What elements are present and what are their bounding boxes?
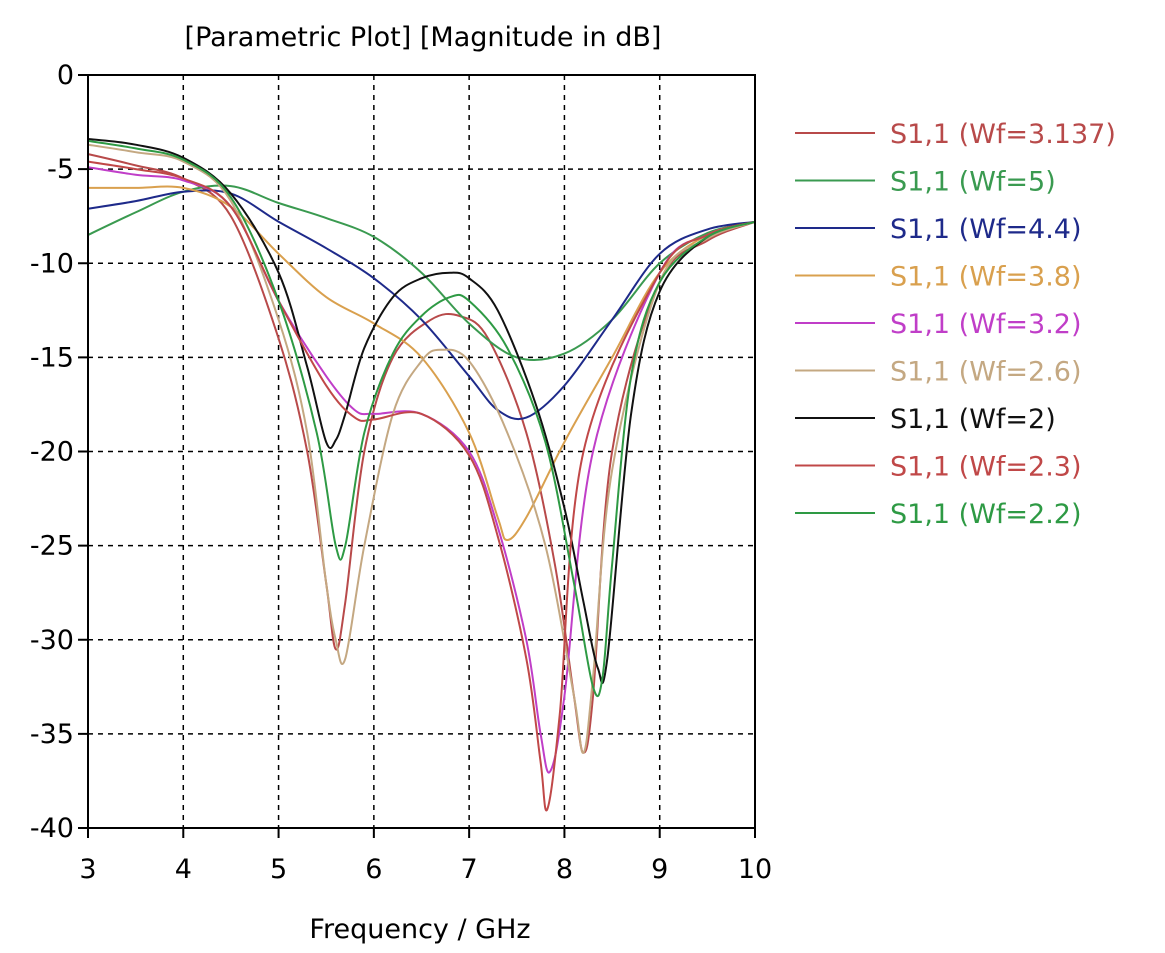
x-tick-label: 4 — [175, 854, 192, 885]
series-line-7 — [87, 138, 756, 685]
y-tick-label: -20 — [30, 437, 74, 468]
series-line-2 — [87, 184, 756, 362]
series-line-1 — [87, 153, 756, 754]
y-tick-label: -30 — [30, 625, 74, 656]
y-tick-label: -5 — [47, 154, 74, 185]
x-tick-label: 6 — [365, 854, 382, 885]
x-tick-label: 10 — [738, 854, 772, 885]
axis-ticks: 3 4 5 6 7 8 9 10 0 -5 -10 -15 -20 -25 -30 -35 -40 — [30, 60, 772, 885]
y-tick-label: -15 — [30, 342, 74, 373]
y-tick-label: -10 — [30, 248, 74, 279]
legend-label: S1,1 (Wf=4.4) — [890, 214, 1082, 245]
x-tick-label: 9 — [651, 854, 668, 885]
legend-label: S1,1 (Wf=3.2) — [890, 309, 1082, 340]
x-tick-label: 8 — [556, 854, 573, 885]
legend-label: S1,1 (Wf=2) — [890, 404, 1056, 435]
series-line-9 — [87, 139, 756, 698]
x-tick-label: 7 — [461, 854, 478, 885]
legend-label: S1,1 (Wf=3.8) — [890, 262, 1082, 293]
x-tick-label: 3 — [79, 854, 96, 885]
x-tick-label: 5 — [270, 854, 287, 885]
legend-label: S1,1 (Wf=2.6) — [890, 357, 1082, 388]
y-tick-label: -25 — [30, 531, 74, 562]
series-lines — [87, 138, 756, 812]
legend-label: S1,1 (Wf=5) — [890, 167, 1056, 198]
chart-title: [Parametric Plot] [Magnitude in dB] — [185, 22, 662, 53]
y-tick-label: -35 — [30, 719, 74, 750]
series-line-4 — [88, 185, 756, 541]
series-line-8 — [87, 160, 756, 812]
legend-label: S1,1 (Wf=2.2) — [890, 499, 1082, 530]
x-axis-label: Frequency / GHz — [309, 914, 530, 945]
legend: S1,1 (Wf=3.137) S1,1 (Wf=5) S1,1 (Wf=4.4) S… — [795, 119, 1116, 530]
legend-label: S1,1 (Wf=2.3) — [890, 452, 1082, 483]
series-line-6 — [87, 143, 756, 754]
y-tick-label: 0 — [57, 60, 74, 91]
y-tick-label: -40 — [30, 813, 74, 844]
legend-label: S1,1 (Wf=3.137) — [890, 119, 1116, 150]
